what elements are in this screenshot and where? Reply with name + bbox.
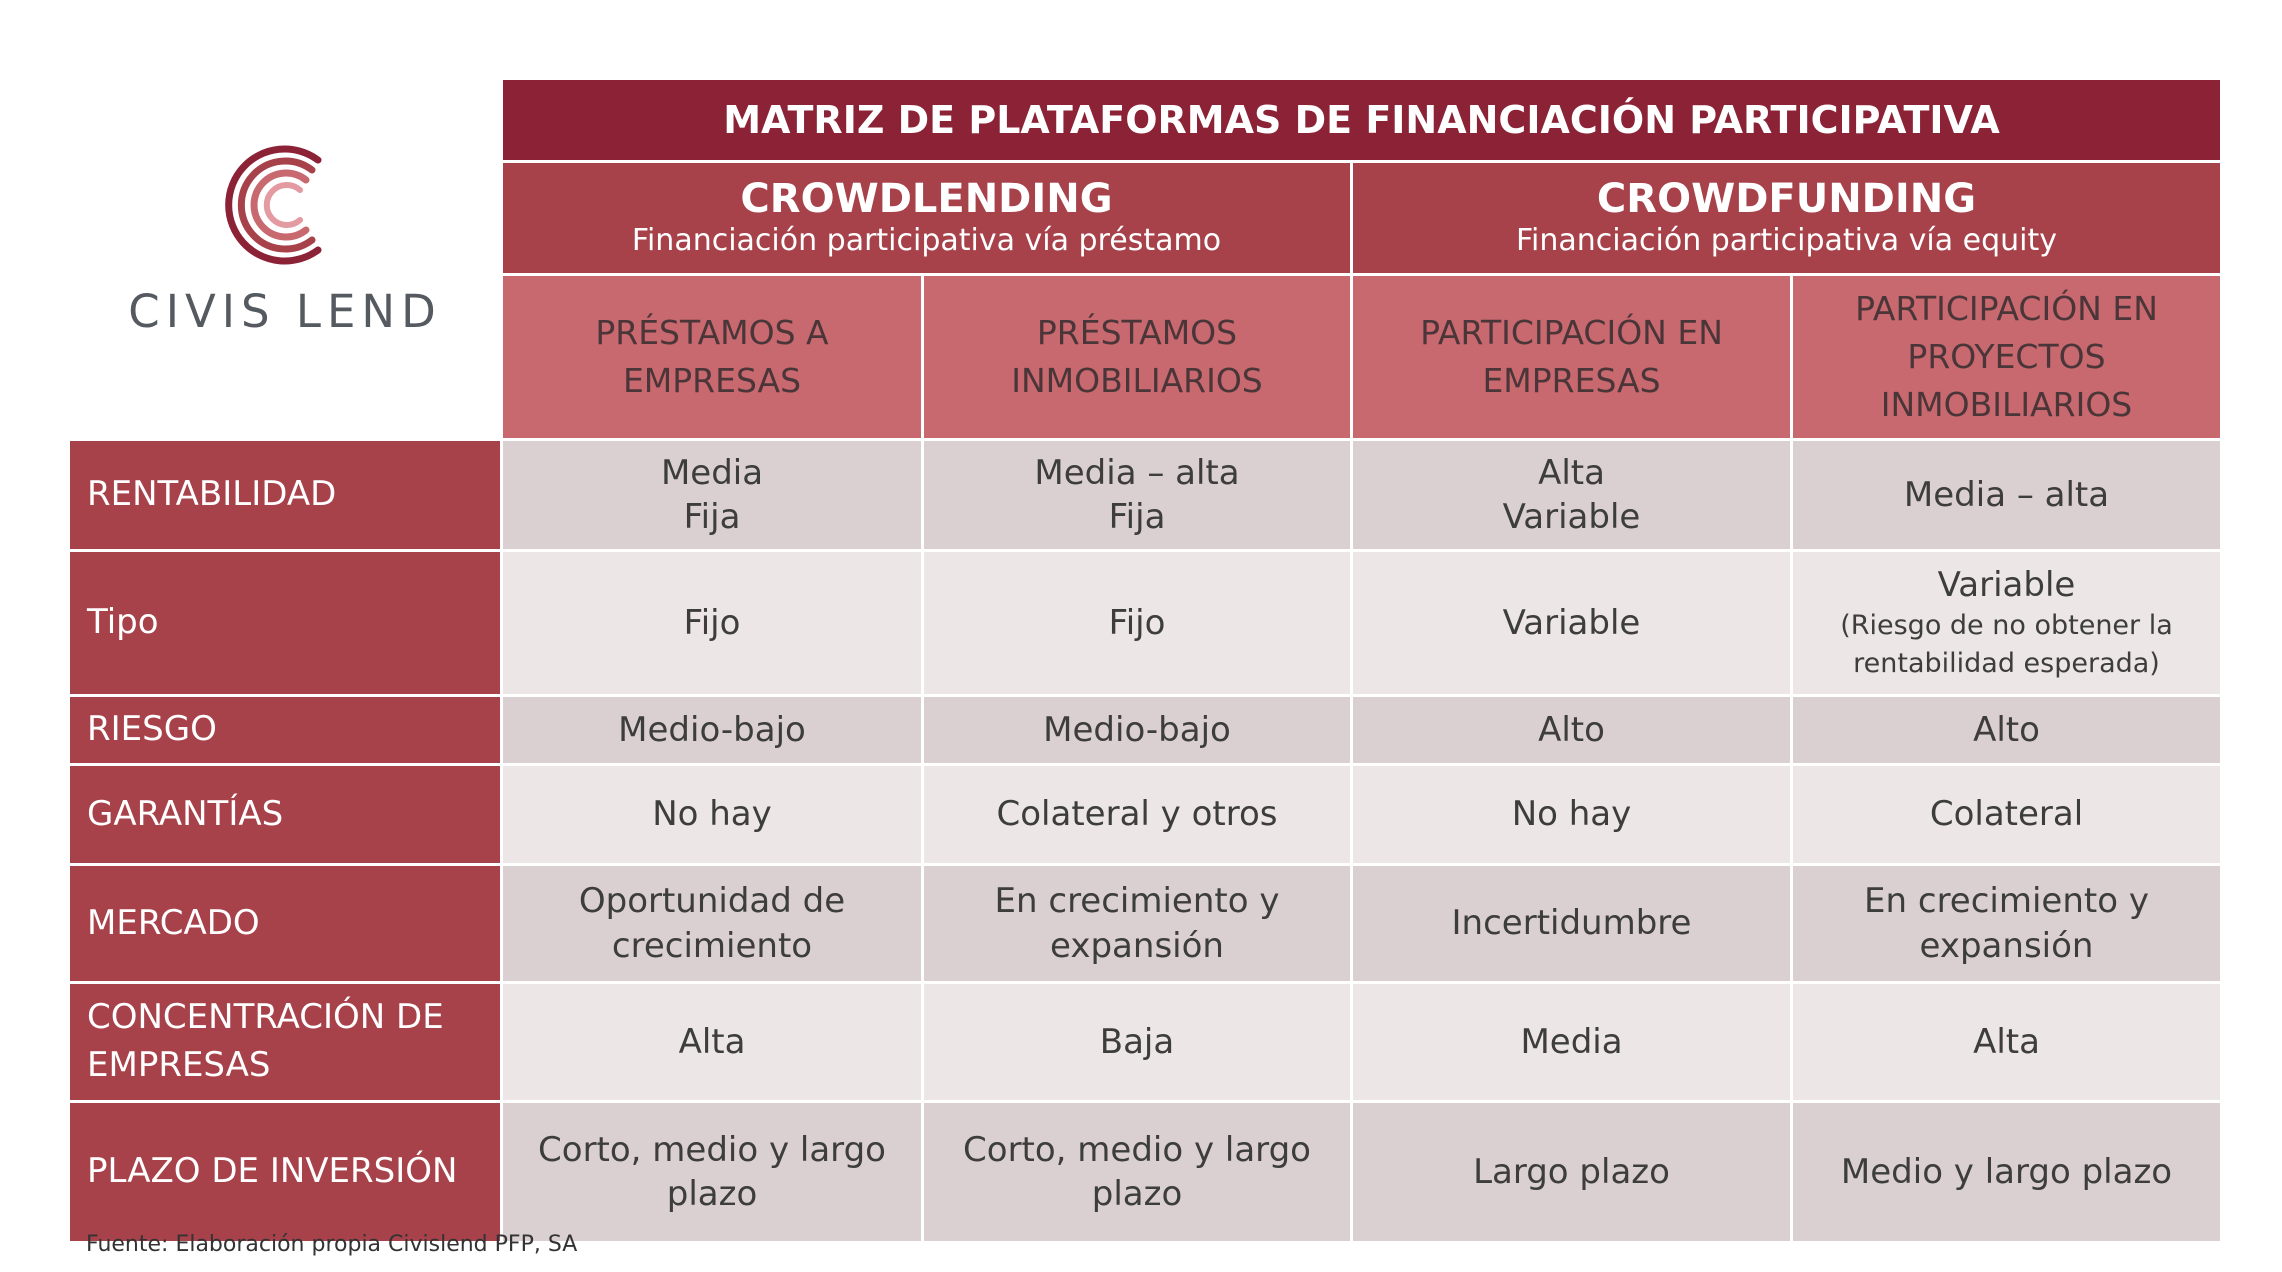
financing-matrix-table: MATRIZ DE PLATAFORMAS DE FINANCIACIÓN PA… — [70, 80, 2220, 1241]
table-cell: Oportunidad de crecimiento — [503, 866, 921, 981]
group-name: CROWDLENDING — [740, 175, 1113, 222]
group-subtitle: Financiación participativa vía equity — [1515, 222, 2058, 258]
table-cell: Medio y largo plazo — [1793, 1103, 2220, 1241]
table-cell: Media — [1353, 984, 1790, 1100]
group-subtitle: Financiación participativa vía préstamo — [631, 222, 1222, 258]
table-cell: Fijo — [924, 552, 1350, 694]
table-cell: Alto — [1793, 697, 2220, 763]
table-cell: Alto — [1353, 697, 1790, 763]
table-cell: Largo plazo — [1353, 1103, 1790, 1241]
matrix-title: MATRIZ DE PLATAFORMAS DE FINANCIACIÓN PA… — [503, 80, 2220, 160]
cell-note: (Riesgo de no obtener la — [1840, 610, 2173, 642]
table-cell: Corto, medio y largo plazo — [503, 1103, 921, 1241]
table-cell: Media – alta Fija — [924, 441, 1350, 549]
table-cell: Colateral — [1793, 766, 2220, 863]
column-header: PRÉSTAMOS INMOBILIARIOS — [924, 276, 1350, 438]
table-cell: Alta — [503, 984, 921, 1100]
table-cell: No hay — [1353, 766, 1790, 863]
row-header-mercado: MERCADO — [70, 866, 500, 981]
row-header-rentabilidad: RENTABILIDAD — [70, 441, 500, 549]
row-header-garantias: GARANTÍAS — [70, 766, 500, 863]
column-header: PARTICIPACIÓN EN EMPRESAS — [1353, 276, 1790, 438]
table-cell: Medio-bajo — [924, 697, 1350, 763]
table-cell: En crecimiento y expansión — [1793, 866, 2220, 981]
table-cell: Corto, medio y largo plazo — [924, 1103, 1350, 1241]
table-cell: Media – alta — [1793, 441, 2220, 549]
table-cell: Alta Variable — [1353, 441, 1790, 549]
logo-wordmark: CIVIS LEND — [128, 285, 442, 338]
table-cell: Alta — [1793, 984, 2220, 1100]
table-cell: Variable (Riesgo de no obtener la rentab… — [1793, 552, 2220, 694]
table-cell: En crecimiento y expansión — [924, 866, 1350, 981]
civis-lend-logo: CIVIS LEND — [70, 140, 500, 340]
table-cell: Variable — [1353, 552, 1790, 694]
group-header-crowdlending: CROWDLENDING Financiación participativa … — [503, 163, 1350, 273]
row-header-tipo: Tipo — [70, 552, 500, 694]
row-header-plazo: PLAZO DE INVERSIÓN — [70, 1103, 500, 1241]
group-header-crowdfunding: CROWDFUNDING Financiación participativa … — [1353, 163, 2220, 273]
table-cell: Baja — [924, 984, 1350, 1100]
table-cell: Media Fija — [503, 441, 921, 549]
column-header: PRÉSTAMOS A EMPRESAS — [503, 276, 921, 438]
table-cell: Fijo — [503, 552, 921, 694]
group-name: CROWDFUNDING — [1596, 175, 1977, 222]
table-cell: Incertidumbre — [1353, 866, 1790, 981]
source-footnote: Fuente: Elaboración propia Civislend PFP… — [86, 1232, 578, 1257]
table-cell: Colateral y otros — [924, 766, 1350, 863]
c-rings-logo-icon — [225, 145, 322, 265]
cell-note: rentabilidad esperada) — [1853, 648, 2160, 680]
table-cell: No hay — [503, 766, 921, 863]
table-cell: Medio-bajo — [503, 697, 921, 763]
row-header-riesgo: RIESGO — [70, 697, 500, 763]
column-header: PARTICIPACIÓN EN PROYECTOS INMOBILIARIOS — [1793, 276, 2220, 438]
row-header-concentracion: CONCENTRACIÓN DE EMPRESAS — [70, 984, 500, 1100]
